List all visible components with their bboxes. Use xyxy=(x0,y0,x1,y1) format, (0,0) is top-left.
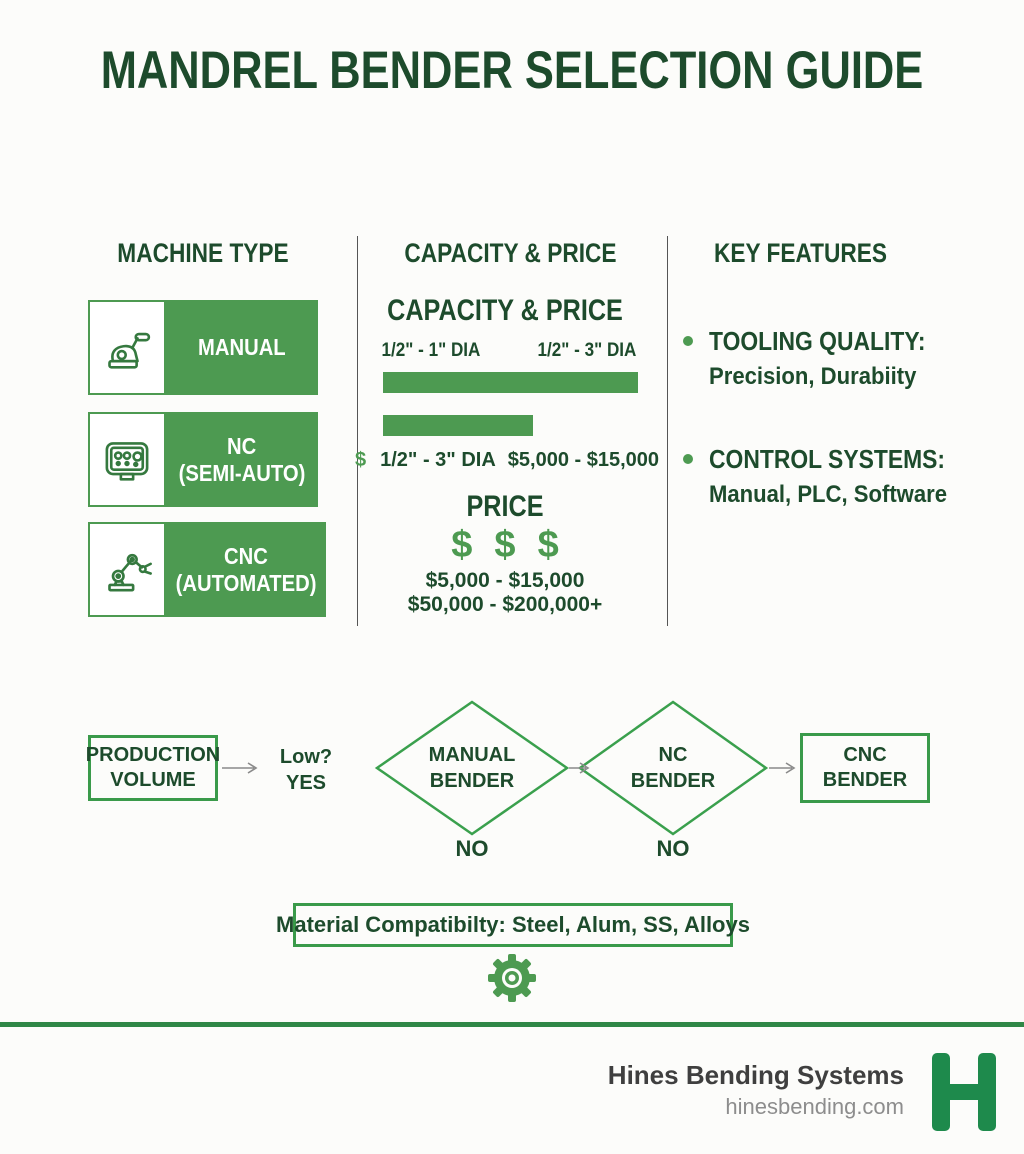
flow-diamond1-label: MANUAL BENDER xyxy=(412,742,532,794)
machine-row-manual: MANUAL xyxy=(88,300,318,395)
footer-divider-line xyxy=(0,1022,1024,1027)
feature-desc: Precision, Durabiity xyxy=(709,363,917,390)
feature-tooling-quality: TOOLING QUALITY: Precision, Durabiity xyxy=(683,326,973,391)
flow-condition-label: Low? YES xyxy=(268,744,344,796)
dollar-icon: $ xyxy=(494,524,516,566)
dollar-icon: $ xyxy=(537,524,559,566)
flow-no-label-2: NO xyxy=(656,836,690,861)
robot-arm-icon xyxy=(88,522,166,617)
column-header-key-features: KEY FEATURES xyxy=(713,238,888,268)
footer-text-block: Hines Bending Systems hinesbending.com xyxy=(608,1060,904,1120)
flow-diamond1-line: MANUAL xyxy=(428,744,516,766)
logo-bar xyxy=(978,1053,996,1131)
machine-row-cnc: CNC (AUTOMATED) xyxy=(88,522,327,617)
arrow-start-to-condition xyxy=(222,762,258,774)
flow-start-box: PRODUCTION VOLUME xyxy=(85,735,221,801)
flow-diamond2-line: NC xyxy=(658,744,688,766)
capacity-price-line: $1/2" - 3" DIA $5,000 - $15,000 xyxy=(355,449,659,472)
dia-label-right: 1/2" - 3" DIA xyxy=(537,340,637,361)
combo-dia-text: 1/2" - 3" DIA xyxy=(380,449,496,471)
column-header-machine-type: MACHINE TYPE xyxy=(117,238,289,268)
diameter-labels: 1/2" - 1" DIA 1/2" - 3" DIA xyxy=(376,340,642,362)
machine-label-line: MANUAL xyxy=(198,334,286,360)
dollar-icon: $ xyxy=(355,449,367,471)
machine-label-line: (SEMI-AUTO) xyxy=(178,459,306,486)
column-divider-left xyxy=(357,236,358,626)
diamond-nc-bender xyxy=(577,700,769,836)
capacity-subheader: CAPACITY & PRICE xyxy=(387,294,623,327)
machine-label-cnc: CNC (AUTOMATED) xyxy=(166,522,327,617)
footer-website: hinesbending.com xyxy=(725,1094,904,1119)
flow-diamond2-label: NC BENDER xyxy=(613,742,733,794)
control-panel-icon xyxy=(88,412,166,507)
dollar-icon: $ xyxy=(451,524,473,566)
feature-title: CONTROL SYSTEMS: xyxy=(709,444,946,474)
flow-no-label-1: NO xyxy=(455,836,489,861)
capacity-bar-short xyxy=(383,415,533,436)
price-header: PRICE xyxy=(466,490,544,523)
flow-condition-line: Low? xyxy=(279,746,333,768)
footer-company-name: Hines Bending Systems xyxy=(607,1060,904,1090)
machine-label-line: NC xyxy=(227,432,257,459)
dollar-signs: $ $ $ xyxy=(360,524,650,567)
diamond-manual-bender xyxy=(374,700,570,836)
dia-label-left: 1/2" - 1" DIA xyxy=(381,340,481,361)
machine-label-line: CNC xyxy=(224,542,268,569)
material-compatibility-box: Material Compatibilty: Steel, Alum, SS, … xyxy=(276,903,750,947)
combo-price-text: $5,000 - $15,000 xyxy=(507,449,660,471)
price-range-high: $50,000 - $200,000+ xyxy=(407,593,603,616)
flow-end-line: CNC xyxy=(843,744,887,766)
flow-start-line: PRODUCTION xyxy=(85,744,221,766)
flow-end-line: BENDER xyxy=(822,769,908,791)
feature-desc: Manual, PLC, Software xyxy=(709,481,948,508)
flow-start-line: VOLUME xyxy=(110,769,196,791)
flow-diamond1-line: BENDER xyxy=(429,770,515,792)
machine-row-nc: NC (SEMI-AUTO) xyxy=(88,412,318,507)
feature-control-systems: CONTROL SYSTEMS: Manual, PLC, Software xyxy=(683,444,973,509)
flow-diamond2-line: BENDER xyxy=(630,770,716,792)
capacity-bar-full xyxy=(383,372,638,393)
arrow-diamond2-to-end xyxy=(769,762,796,774)
column-divider-right xyxy=(667,236,668,626)
flowchart-shapes xyxy=(222,700,796,836)
machine-label-nc: NC (SEMI-AUTO) xyxy=(166,412,318,507)
flow-condition-line: YES xyxy=(285,772,327,794)
flow-end-box: CNC BENDER xyxy=(800,733,930,803)
price-range-low: $5,000 - $15,000 xyxy=(425,569,585,592)
arrow-diamond1-to-diamond2 xyxy=(569,762,590,774)
bullet-dot-icon xyxy=(683,336,693,346)
bullet-dot-icon xyxy=(683,454,693,464)
hines-h-logo: H xyxy=(932,1053,996,1131)
feature-title: TOOLING QUALITY: xyxy=(709,326,926,356)
page-title: MANDREL BENDER SELECTION GUIDE xyxy=(100,41,924,100)
hand-crank-bender-icon xyxy=(88,300,166,395)
machine-label-line: (AUTOMATED) xyxy=(175,569,317,596)
machine-label-manual: MANUAL xyxy=(166,300,318,395)
gear-icon xyxy=(486,952,538,1004)
logo-bar xyxy=(941,1084,987,1100)
column-header-capacity-price: CAPACITY & PRICE xyxy=(404,238,617,268)
